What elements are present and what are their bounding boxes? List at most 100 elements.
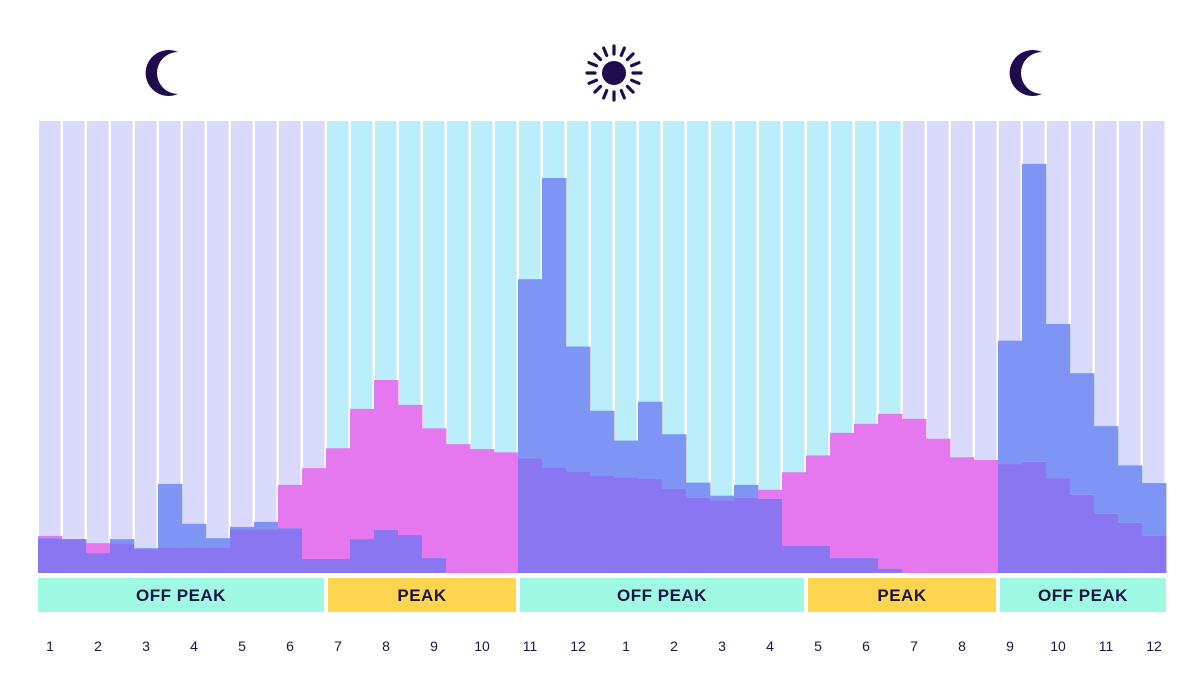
sun-ray-2: [625, 84, 635, 94]
bar-top-33: [830, 432, 855, 559]
background-column-28: [711, 121, 733, 573]
bar-overlap-20: [518, 458, 543, 573]
time-icons: [145, 44, 1042, 102]
bar-overlap-30: [758, 498, 783, 573]
tick-label-18: 7: [910, 638, 918, 654]
bars: [38, 163, 1167, 573]
bar-overlap-7: [206, 547, 231, 573]
tick-label-14: 3: [718, 638, 726, 654]
tick-label-9: 10: [474, 638, 490, 654]
period-band-4: [1000, 578, 1166, 612]
bar-overlap-32: [806, 545, 831, 573]
period-label-0: OFF PEAK: [136, 586, 226, 605]
bar-top-20: [518, 279, 543, 459]
tick-label-22: 11: [1099, 638, 1114, 654]
background-column-10: [279, 121, 301, 573]
background-column-9: [255, 121, 277, 573]
bar-overlap-34: [854, 558, 879, 573]
tick-label-0: 1: [46, 638, 54, 654]
bar-top-5: [158, 483, 183, 548]
bar-overlap-10: [278, 528, 303, 573]
bar-overlap-22: [566, 471, 591, 573]
bar-top-24: [614, 440, 639, 478]
bar-overlap-41: [1022, 461, 1047, 573]
background-column-3: [111, 121, 133, 573]
bar-top-40: [998, 340, 1023, 465]
bar-overlap-27: [686, 497, 711, 573]
period-bands: OFF PEAK PEAK OFF PEAK PEAK OFF PEAK: [38, 578, 1166, 612]
background-column-4: [135, 121, 157, 573]
tick-label-10: 11: [523, 638, 538, 654]
moon-icon: [1009, 49, 1042, 97]
bar-overlap-16: [422, 558, 447, 573]
bar-overlap-1: [62, 539, 87, 573]
bar-overlap-14: [374, 530, 399, 573]
bar-top-10: [278, 484, 303, 529]
background-column-29: [735, 121, 757, 573]
bar-top-27: [686, 482, 711, 498]
tick-label-20: 9: [1006, 638, 1014, 654]
period-label-1: PEAK: [397, 586, 446, 605]
bar-top-23: [590, 410, 615, 476]
bar-overlap-21: [542, 467, 567, 573]
bar-overlap-35: [878, 568, 903, 573]
sun-ray-5: [602, 88, 609, 100]
sun-ray-13: [619, 46, 626, 58]
bar-top-26: [662, 434, 687, 489]
period-band-1: [328, 578, 516, 612]
period-label-3: PEAK: [877, 586, 926, 605]
sun-ray-14: [625, 52, 635, 62]
bar-top-15: [398, 404, 423, 536]
bar-overlap-15: [398, 535, 423, 573]
bar-top-44: [1094, 426, 1119, 514]
tick-label-21: 10: [1050, 638, 1066, 654]
tick-label-2: 3: [142, 638, 150, 654]
background-column-8: [231, 121, 253, 573]
tick-label-11: 12: [570, 638, 586, 654]
bar-top-4: [134, 548, 159, 550]
bar-top-35: [878, 413, 903, 569]
sun-ray-11: [602, 46, 609, 58]
sun-ray-10: [593, 52, 603, 62]
bar-top-41: [1022, 163, 1047, 462]
background-column-0: [39, 121, 61, 573]
background-column-45: [1119, 121, 1141, 573]
bar-top-6: [182, 523, 207, 548]
bar-overlap-45: [1118, 522, 1143, 573]
tick-label-8: 9: [430, 638, 438, 654]
bar-top-29: [734, 484, 759, 498]
bar-top-28: [710, 495, 735, 501]
tick-label-16: 5: [814, 638, 822, 654]
bar-overlap-9: [254, 529, 279, 573]
bar-top-13: [350, 408, 375, 540]
tick-label-23: 12: [1146, 638, 1162, 654]
bar-overlap-46: [1142, 535, 1167, 573]
period-label-4: OFF PEAK: [1038, 586, 1128, 605]
bar-top-12: [326, 448, 351, 559]
bar-top-43: [1070, 373, 1095, 495]
background-column-2: [87, 121, 109, 573]
background-column-46: [1143, 121, 1165, 573]
bar-top-46: [1142, 483, 1167, 536]
period-band-0: [38, 578, 324, 612]
sun-ray-6: [593, 84, 603, 94]
moon-shape-0: [145, 49, 178, 96]
background-column-5: [159, 121, 181, 573]
bar-overlap-23: [590, 475, 615, 573]
background-column-11: [303, 121, 325, 573]
bar-top-39: [974, 460, 999, 573]
sun-ray-1: [629, 78, 641, 85]
bar-top-9: [254, 521, 279, 530]
bar-top-7: [206, 538, 231, 548]
bar-overlap-4: [134, 549, 159, 573]
bar-top-30: [758, 489, 783, 499]
bar-overlap-2: [86, 553, 111, 573]
bar-overlap-40: [998, 464, 1023, 573]
bar-top-2: [86, 543, 111, 554]
tick-label-17: 6: [862, 638, 870, 654]
bar-top-38: [950, 457, 975, 573]
period-band-3: [808, 578, 996, 612]
sun-ray-3: [619, 88, 626, 100]
moon-icon: [145, 49, 178, 96]
sun-ray-15: [629, 61, 641, 68]
